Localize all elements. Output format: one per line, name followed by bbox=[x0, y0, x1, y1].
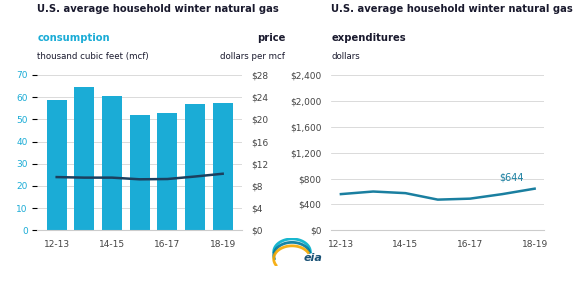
Bar bbox=[47, 101, 67, 230]
Text: consumption: consumption bbox=[37, 33, 110, 43]
Text: thousand cubic feet (mcf): thousand cubic feet (mcf) bbox=[37, 52, 149, 61]
Text: eia: eia bbox=[304, 253, 323, 263]
Bar bbox=[74, 87, 94, 230]
Text: U.S. average household winter natural gas: U.S. average household winter natural ga… bbox=[331, 4, 573, 14]
Text: dollars per mcf: dollars per mcf bbox=[220, 52, 285, 61]
Text: expenditures: expenditures bbox=[331, 33, 406, 43]
Text: price: price bbox=[257, 33, 285, 43]
Text: dollars: dollars bbox=[331, 52, 360, 61]
Bar bbox=[185, 104, 205, 230]
Bar bbox=[213, 103, 233, 230]
Bar bbox=[102, 96, 122, 230]
Bar bbox=[157, 113, 177, 230]
Text: $644: $644 bbox=[499, 172, 524, 182]
Bar bbox=[130, 115, 150, 230]
Text: U.S. average household winter natural gas: U.S. average household winter natural ga… bbox=[37, 4, 279, 14]
